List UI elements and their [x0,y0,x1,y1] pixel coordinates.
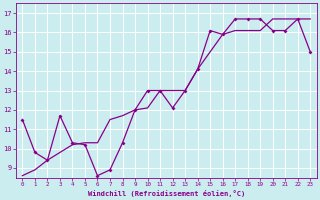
X-axis label: Windchill (Refroidissement éolien,°C): Windchill (Refroidissement éolien,°C) [88,190,245,197]
